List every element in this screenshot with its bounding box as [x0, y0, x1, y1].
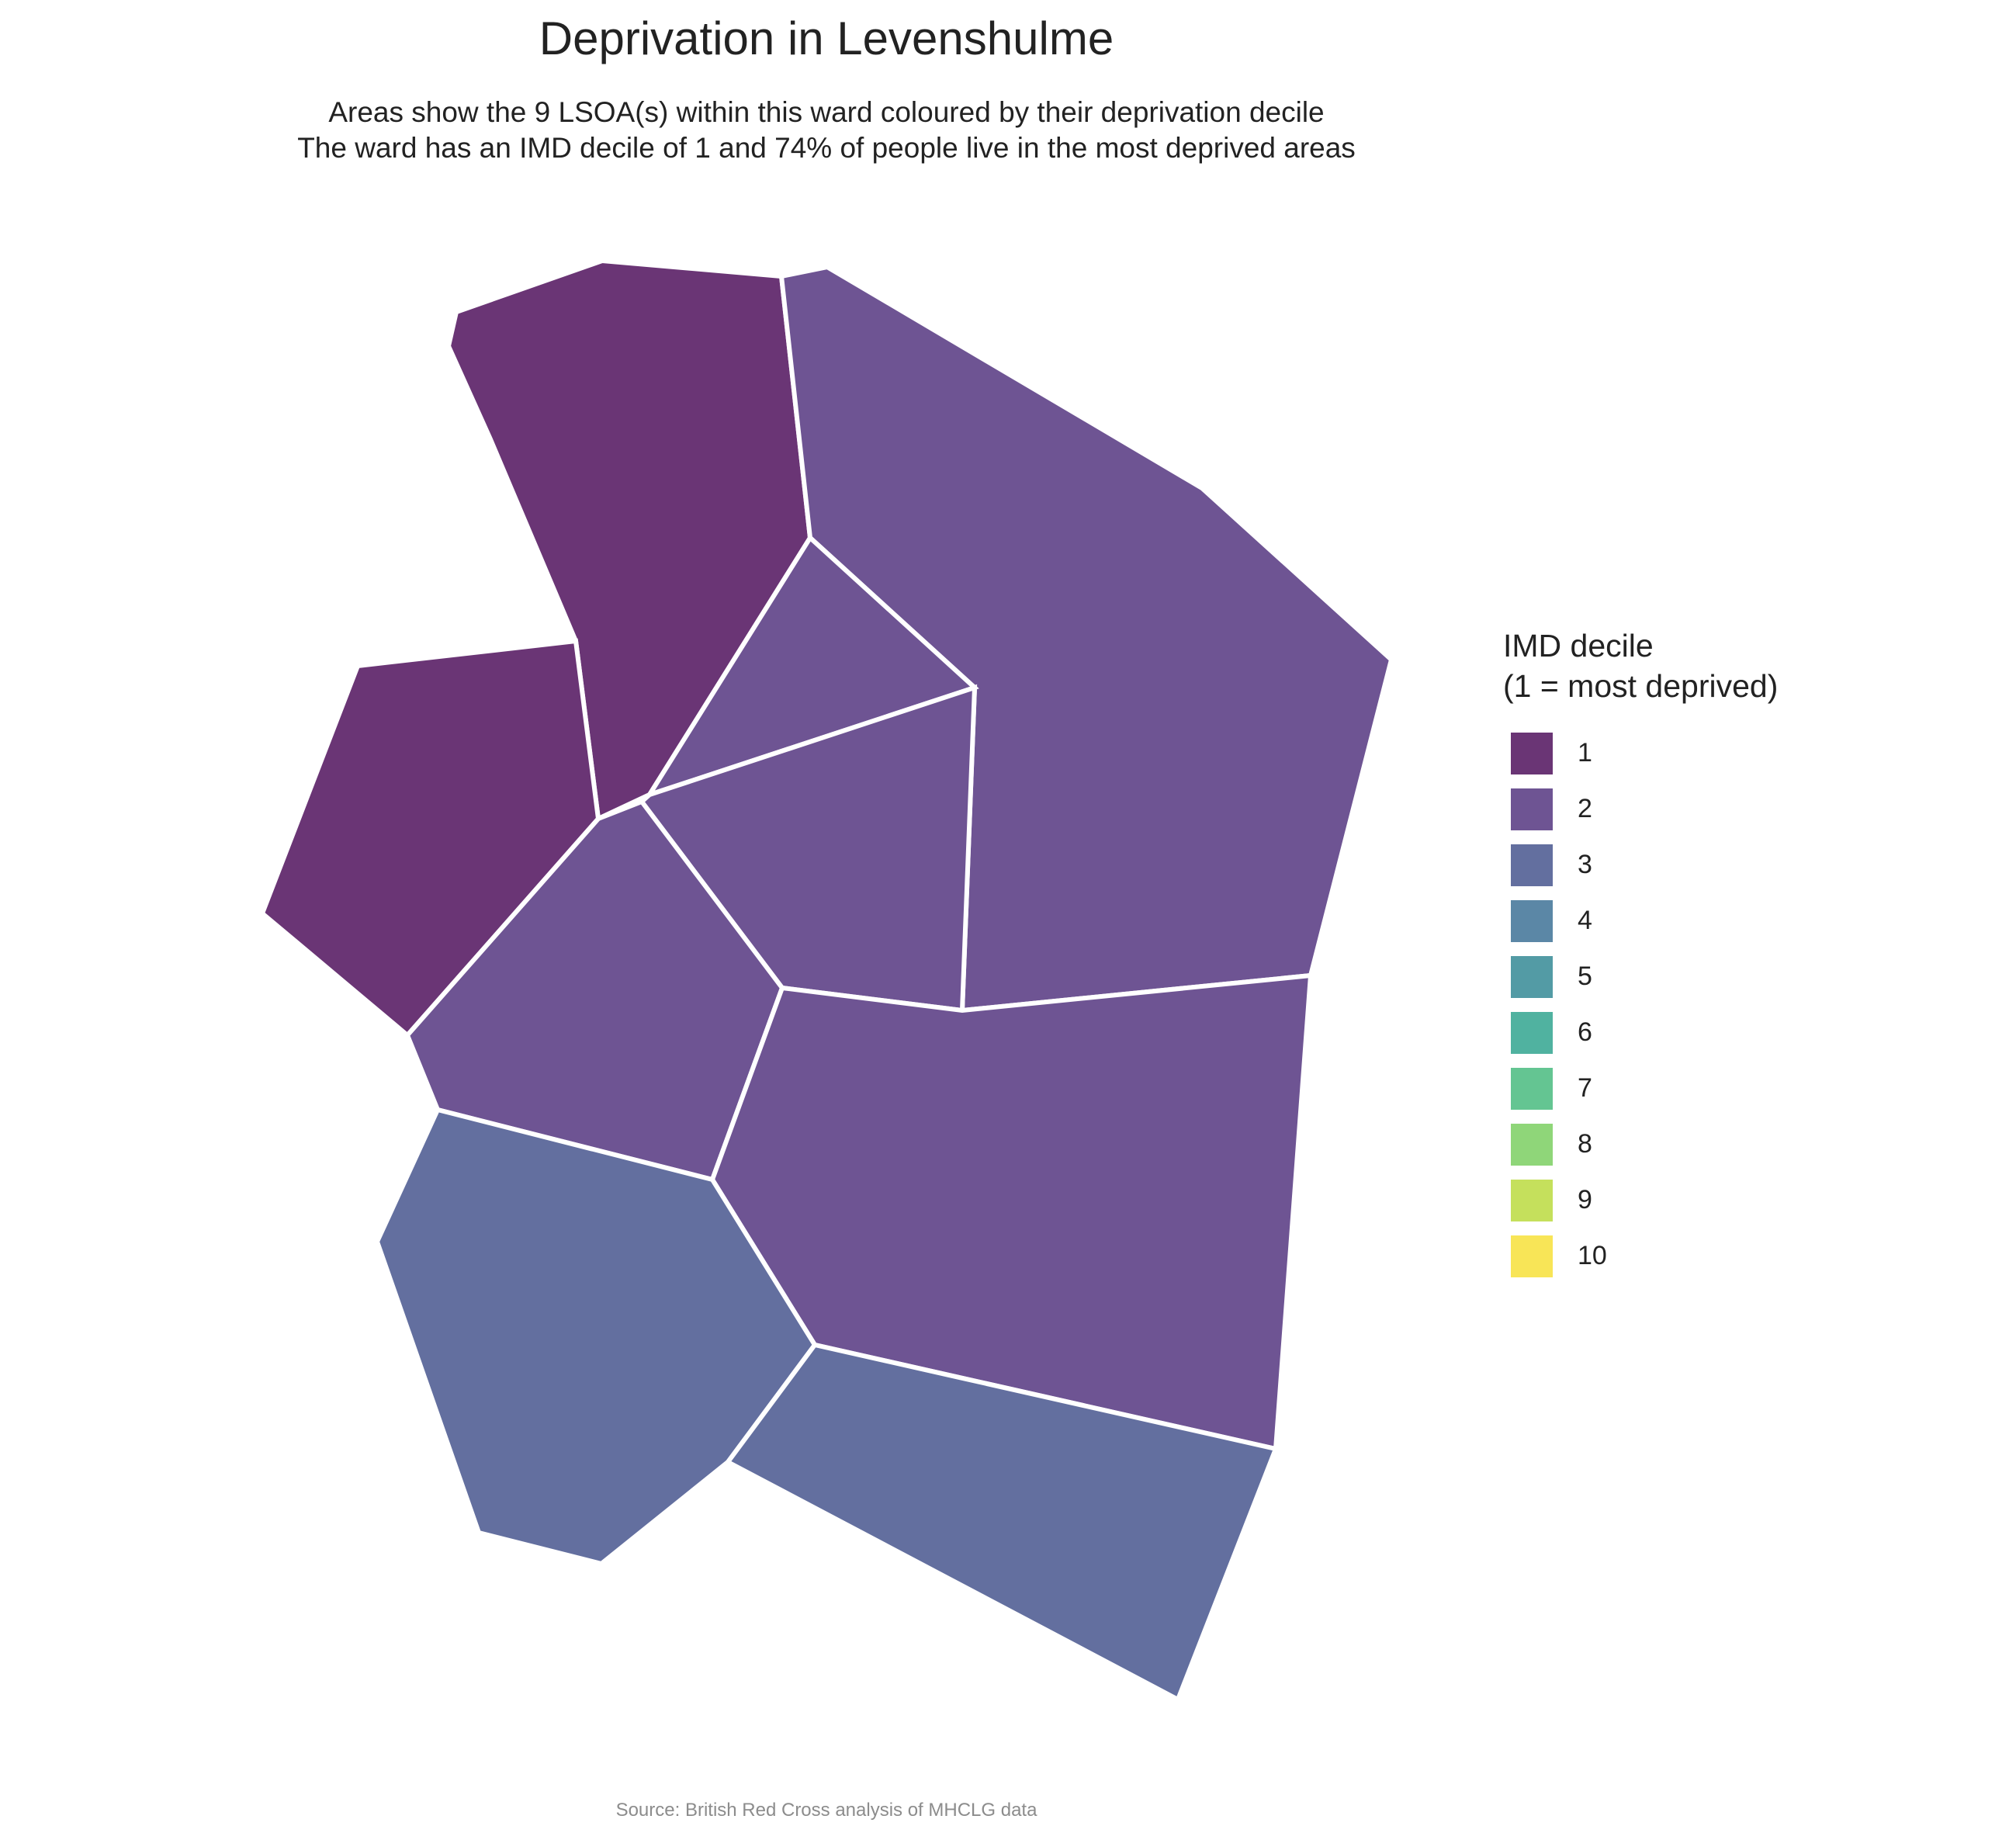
- map-title: Deprivation in Levenshulme: [539, 12, 1114, 64]
- legend-swatch: [1511, 1235, 1553, 1277]
- legend-label: 8: [1578, 1129, 1592, 1159]
- legend-label: 3: [1578, 850, 1592, 879]
- legend-title-line-2: (1 = most deprived): [1503, 668, 1779, 704]
- legend-swatch: [1511, 1068, 1553, 1110]
- legend-label: 5: [1578, 962, 1592, 991]
- legend-label: 2: [1578, 794, 1592, 823]
- legend-item-10: 10: [1503, 1232, 1778, 1288]
- legend-label: 6: [1578, 1017, 1592, 1047]
- legend-item-3: 3: [1503, 841, 1778, 897]
- legend-label: 9: [1578, 1185, 1592, 1214]
- legend-swatch: [1511, 1012, 1553, 1054]
- legend-swatch: [1511, 1180, 1553, 1221]
- legend-swatch: [1511, 788, 1553, 830]
- legend-label: 4: [1578, 906, 1592, 935]
- legend-title-line-1: IMD decile: [1503, 628, 1654, 664]
- legend-label: 1: [1578, 738, 1592, 768]
- legend-item-9: 9: [1503, 1176, 1778, 1232]
- legend-label: 7: [1578, 1073, 1592, 1103]
- map-subtitle: Areas show the 9 LSOA(s) within this war…: [0, 95, 1653, 166]
- legend-item-4: 4: [1503, 897, 1778, 953]
- subtitle-line-1: Areas show the 9 LSOA(s) within this war…: [328, 96, 1325, 128]
- lsoa-south[interactable]: [724, 1342, 1280, 1703]
- legend-swatch: [1511, 733, 1553, 774]
- legend-swatch: [1511, 1124, 1553, 1166]
- legend-item-7: 7: [1503, 1065, 1778, 1121]
- source-caption: Source: British Red Cross analysis of MH…: [615, 1800, 1037, 1821]
- lsoa-south-west[interactable]: [374, 1107, 818, 1567]
- subtitle-line-2: The ward has an IMD decile of 1 and 74% …: [297, 132, 1356, 164]
- legend-items: 1 2 3 4 5 6 7 8 9 10: [1503, 729, 1778, 1288]
- legend-swatch: [1511, 956, 1553, 998]
- legend-item-8: 8: [1503, 1121, 1778, 1176]
- legend-label: 10: [1578, 1241, 1607, 1270]
- legend-item-6: 6: [1503, 1009, 1778, 1065]
- legend-item-1: 1: [1503, 729, 1778, 785]
- legend: IMD decile (1 = most deprived) 1 2 3 4 5 6 7 8 9…: [1503, 625, 1778, 1288]
- legend-swatch: [1511, 900, 1553, 942]
- legend-title: IMD decile (1 = most deprived): [1503, 625, 1778, 706]
- legend-item-5: 5: [1503, 953, 1778, 1009]
- legend-swatch: [1511, 844, 1553, 886]
- legend-item-2: 2: [1503, 785, 1778, 841]
